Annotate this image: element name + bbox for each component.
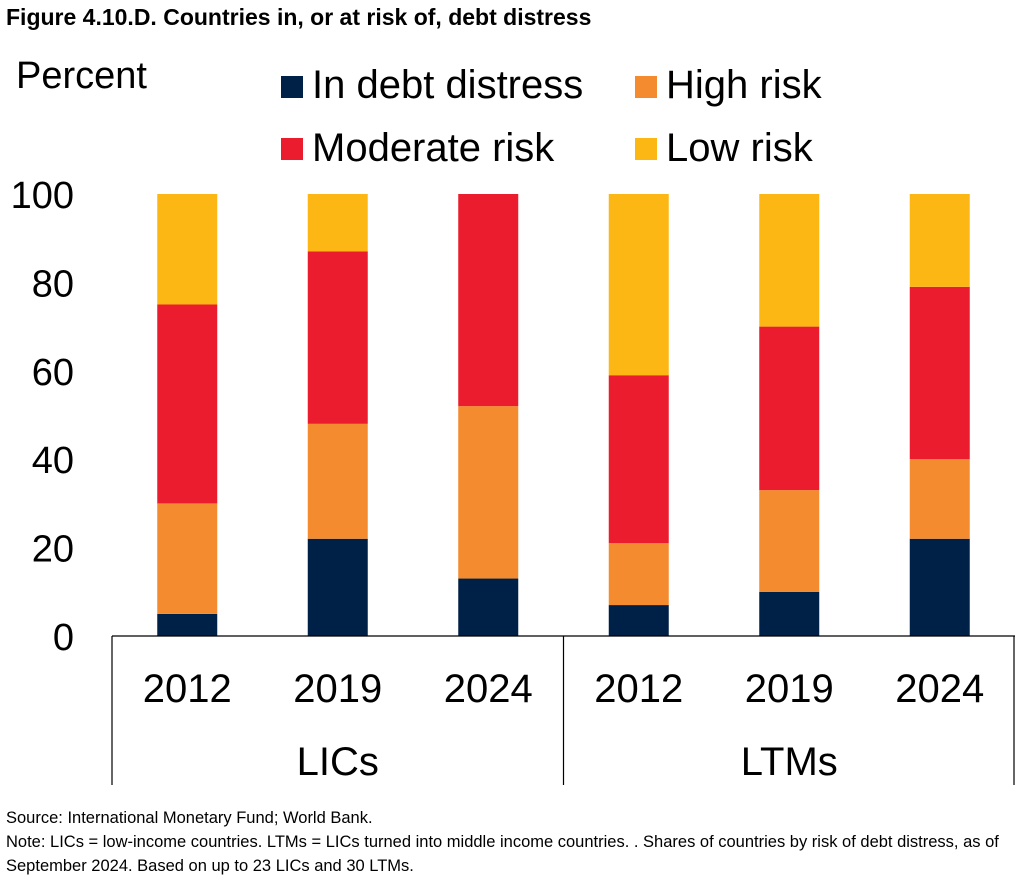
y-tick-label: 0 (53, 617, 74, 659)
group-label-lics: LICs (297, 740, 379, 784)
bar-segment-moderate-risk (307, 251, 368, 424)
x-tick-label: 2024 (444, 667, 533, 711)
bars (157, 194, 970, 636)
legend-item-high-risk: High risk (635, 63, 823, 107)
legend-label-moderate-risk: Moderate risk (312, 126, 555, 170)
bar-segment-high-risk (759, 490, 820, 592)
stacked-bar-chart: Percent In debt distress High risk Moder… (11, 55, 1015, 785)
bar-segment-high-risk (458, 406, 519, 579)
x-tick-label: 2012 (143, 667, 232, 711)
x-tick-label: 2019 (293, 667, 382, 711)
legend-swatch-low-risk (635, 138, 657, 160)
y-tick-label: 80 (32, 263, 74, 305)
legend-label-low-risk: Low risk (666, 126, 814, 170)
y-axis-ticks: 0 20 40 60 80 100 (11, 175, 74, 659)
x-axis: 2012 2019 2024 LICs 2012 2019 2024 LTMs (111, 635, 1015, 785)
bar-segment-in-debt-distress (307, 538, 368, 636)
y-tick-label: 40 (32, 440, 74, 482)
bar-segment-high-risk (307, 423, 368, 539)
y-axis-label: Percent (16, 55, 147, 97)
y-tick-label: 20 (32, 529, 74, 571)
bar-segment-in-debt-distress (157, 613, 218, 636)
legend-item-in-debt-distress: In debt distress (281, 63, 583, 107)
bar-segment-low-risk (307, 194, 368, 252)
bar-segment-moderate-risk (157, 304, 218, 504)
bar-segment-moderate-risk (759, 326, 820, 491)
bar-segment-in-debt-distress (458, 578, 519, 636)
group-label-ltms: LTMs (741, 740, 838, 784)
legend-label-high-risk: High risk (666, 63, 823, 107)
x-tick-label: 2012 (594, 667, 683, 711)
y-tick-label: 100 (11, 175, 74, 217)
legend-label-in-debt-distress: In debt distress (312, 63, 583, 107)
note-text: Note: LICs = low-income countries. LTMs … (6, 833, 999, 875)
bar-segment-in-debt-distress (608, 605, 669, 636)
bar-segment-moderate-risk (909, 286, 970, 460)
figure-notes: Source: International Monetary Fund; Wor… (6, 806, 1006, 878)
x-tick-label: 2019 (745, 667, 834, 711)
y-tick-label: 60 (32, 352, 74, 394)
bar-segment-high-risk (909, 459, 970, 539)
legend-swatch-in-debt-distress (281, 76, 303, 98)
bar-segment-high-risk (608, 543, 669, 606)
legend: In debt distress High risk Moderate risk… (281, 63, 823, 170)
bar-segment-moderate-risk (458, 194, 519, 407)
bar-segment-high-risk (157, 503, 218, 614)
bar-segment-moderate-risk (608, 375, 669, 544)
legend-item-moderate-risk: Moderate risk (281, 126, 555, 170)
legend-swatch-moderate-risk (281, 138, 303, 160)
bar-segment-in-debt-distress (909, 538, 970, 636)
bar-segment-low-risk (759, 194, 820, 327)
bar-segment-in-debt-distress (759, 591, 820, 636)
source-text: Source: International Monetary Fund; Wor… (6, 809, 373, 827)
x-tick-label: 2024 (895, 667, 984, 711)
legend-swatch-high-risk (635, 76, 657, 98)
bar-segment-low-risk (157, 194, 218, 305)
figure-title: Figure 4.10.D. Countries in, or at risk … (6, 4, 592, 30)
bar-segment-low-risk (909, 194, 970, 287)
legend-item-low-risk: Low risk (635, 126, 814, 170)
bar-segment-low-risk (608, 194, 669, 376)
